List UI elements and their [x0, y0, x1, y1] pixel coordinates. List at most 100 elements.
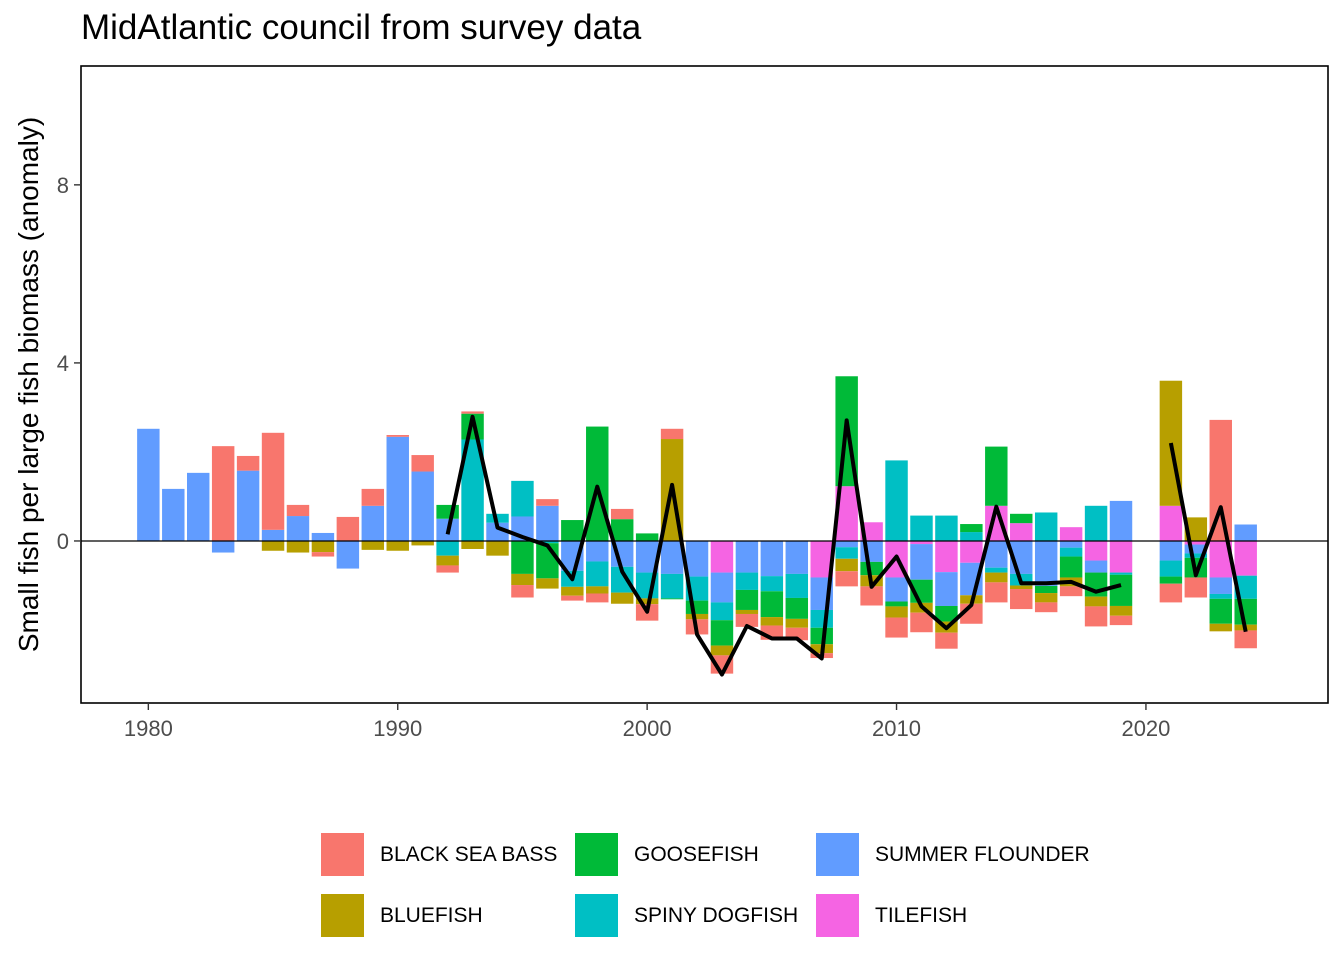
bar-segment-tilefish-2024: [1234, 540, 1257, 576]
legend-swatch-spiny-dogfish: [575, 894, 618, 937]
bar-segment-tilefish-2008: [835, 486, 858, 541]
bar-segment-summer-flounder-2000: [635, 540, 659, 573]
bar-stack-2016: [1034, 512, 1058, 613]
bar-stack-1996: [536, 499, 559, 589]
bar-segment-tilefish-2018: [1084, 540, 1108, 561]
bar-segment-summer-flounder-1984: [236, 470, 260, 541]
bar-segment-spiny-dogfish-2023: [1209, 593, 1232, 599]
x-tick-label-1990: 1990: [373, 716, 422, 741]
bar-segment-summer-flounder-2004: [735, 540, 759, 573]
bar-segment-tilefish-2021: [1159, 505, 1183, 541]
bar-segment-summer-flounder-1986: [286, 516, 310, 541]
bar-segment-bluefish-1989: [361, 540, 385, 550]
legend-item-black-sea-bass: BLACK SEA BASS: [321, 824, 575, 885]
bar-segment-spiny-dogfish-2005: [760, 576, 784, 592]
bar-segment-bluefish-1998: [586, 586, 609, 594]
bar-segment-black-sea-bass-1986: [286, 504, 310, 517]
bar-segment-black-sea-bass-2021: [1159, 583, 1183, 603]
legend-swatch-tilefish: [816, 894, 859, 937]
y-tick-label-4: 4: [57, 351, 69, 376]
line-total-segment-1: [1168, 442, 1248, 633]
bar-segment-spiny-dogfish-1995: [511, 480, 534, 517]
bar-segment-black-sea-bass-2024: [1234, 630, 1257, 649]
bar-segment-spiny-dogfish-2014: [985, 567, 1008, 573]
bar-segment-goosefish-2004: [735, 589, 759, 610]
bar-segment-summer-flounder-1998: [586, 540, 609, 562]
bar-segment-summer-flounder-2021: [1159, 540, 1183, 561]
legend-label-black-sea-bass: BLACK SEA BASS: [380, 842, 558, 866]
bar-stack-2023: [1209, 419, 1232, 632]
bar-segment-tilefish-2011: [910, 540, 933, 545]
bar-segment-black-sea-bass-1999: [610, 508, 634, 520]
bar-segment-spiny-dogfish-2021: [1159, 560, 1183, 577]
bar-segment-goosefish-2015: [1010, 513, 1033, 524]
bar-segment-black-sea-bass-1987: [311, 552, 335, 557]
bar-stack-2018: [1084, 505, 1108, 627]
bar-segment-goosefish-2000: [635, 533, 659, 541]
panel-border: [80, 65, 1329, 704]
bar-segment-goosefish-1995: [511, 540, 534, 574]
legend-item-summer-flounder: SUMMER FLOUNDER: [816, 824, 1096, 885]
legend-item-bluefish: BLUEFISH: [321, 885, 575, 946]
bar-stack-1985: [261, 432, 285, 551]
bar-segment-summer-flounder-2022: [1184, 544, 1208, 554]
bar-segment-spiny-dogfish-1996: [536, 540, 559, 544]
bar-segment-bluefish-2014: [985, 572, 1008, 583]
x-tick-label-1980: 1980: [124, 716, 173, 741]
bar-segment-black-sea-bass-1996: [536, 499, 559, 506]
bar-segment-goosefish-2019: [1109, 574, 1133, 606]
bar-segment-spiny-dogfish-1998: [586, 561, 609, 587]
legend-label-bluefish: BLUEFISH: [380, 903, 483, 927]
bars-layer: [137, 376, 1257, 674]
bar-segment-spiny-dogfish-2006: [785, 573, 809, 598]
bar-segment-summer-flounder-2003: [710, 572, 734, 603]
bar-segment-summer-flounder-1987: [311, 532, 335, 541]
bar-stack-1981: [162, 488, 185, 541]
y-tick-label-0: 0: [57, 529, 69, 554]
bar-segment-black-sea-bass-2015: [1010, 589, 1033, 610]
bar-segment-tilefish-2019: [1109, 540, 1133, 573]
bar-segment-black-sea-bass-1988: [336, 516, 360, 541]
legend-item-spiny-dogfish: SPINY DOGFISH: [575, 885, 816, 946]
bar-stack-1994: [486, 513, 509, 556]
bar-segment-bluefish-1992: [436, 555, 459, 566]
x-tick-label-2000: 2000: [623, 716, 672, 741]
bar-segment-black-sea-bass-1990: [386, 435, 409, 437]
bar-segment-black-sea-bass-2018: [1084, 606, 1108, 627]
bar-stack-2006: [785, 540, 809, 641]
legend-swatch-summer-flounder: [816, 833, 859, 876]
bar-stack-2004: [735, 540, 759, 627]
bar-segment-summer-flounder-2006: [785, 540, 809, 574]
bar-stack-1984: [236, 455, 260, 541]
bar-stack-1988: [336, 516, 360, 569]
bar-segment-summer-flounder-1988: [336, 540, 360, 569]
bar-segment-black-sea-bass-1992: [436, 565, 459, 573]
bar-segment-tilefish-2015: [1010, 523, 1033, 541]
bar-segment-summer-flounder-2023: [1209, 577, 1232, 594]
legend-item-goosefish: GOOSEFISH: [575, 824, 816, 885]
bar-segment-bluefish-1985: [261, 540, 285, 551]
bar-segment-summer-flounder-2014: [985, 540, 1008, 568]
bar-segment-spiny-dogfish-2008: [835, 547, 858, 559]
legend-swatch-goosefish: [575, 833, 618, 876]
bar-segment-bluefish-1995: [511, 573, 534, 586]
bar-segment-bluefish-2000: [635, 598, 659, 605]
bar-stack-1983: [211, 446, 235, 553]
bar-segment-tilefish-2012: [935, 540, 958, 573]
legend-label-summer-flounder: SUMMER FLOUNDER: [875, 842, 1090, 866]
bar-segment-spiny-dogfish-2016: [1034, 512, 1058, 541]
bar-segment-black-sea-bass-1998: [586, 593, 609, 603]
x-tick-label-2020: 2020: [1121, 716, 1170, 741]
bar-segment-black-sea-bass-1991: [411, 455, 434, 472]
bar-segment-spiny-dogfish-2013: [960, 532, 983, 541]
bar-segment-summer-flounder-2005: [760, 540, 784, 577]
bar-segment-bluefish-2003: [710, 645, 734, 656]
bar-segment-black-sea-bass-1984: [236, 455, 260, 471]
bar-segment-black-sea-bass-2022: [1184, 577, 1208, 598]
bar-segment-goosefish-1997: [561, 520, 584, 541]
line-total-segment-0: [445, 414, 1122, 677]
bar-segment-bluefish-2023: [1209, 623, 1232, 632]
x-tick-label-2010: 2010: [872, 716, 921, 741]
bar-segment-tilefish-2017: [1059, 527, 1083, 541]
